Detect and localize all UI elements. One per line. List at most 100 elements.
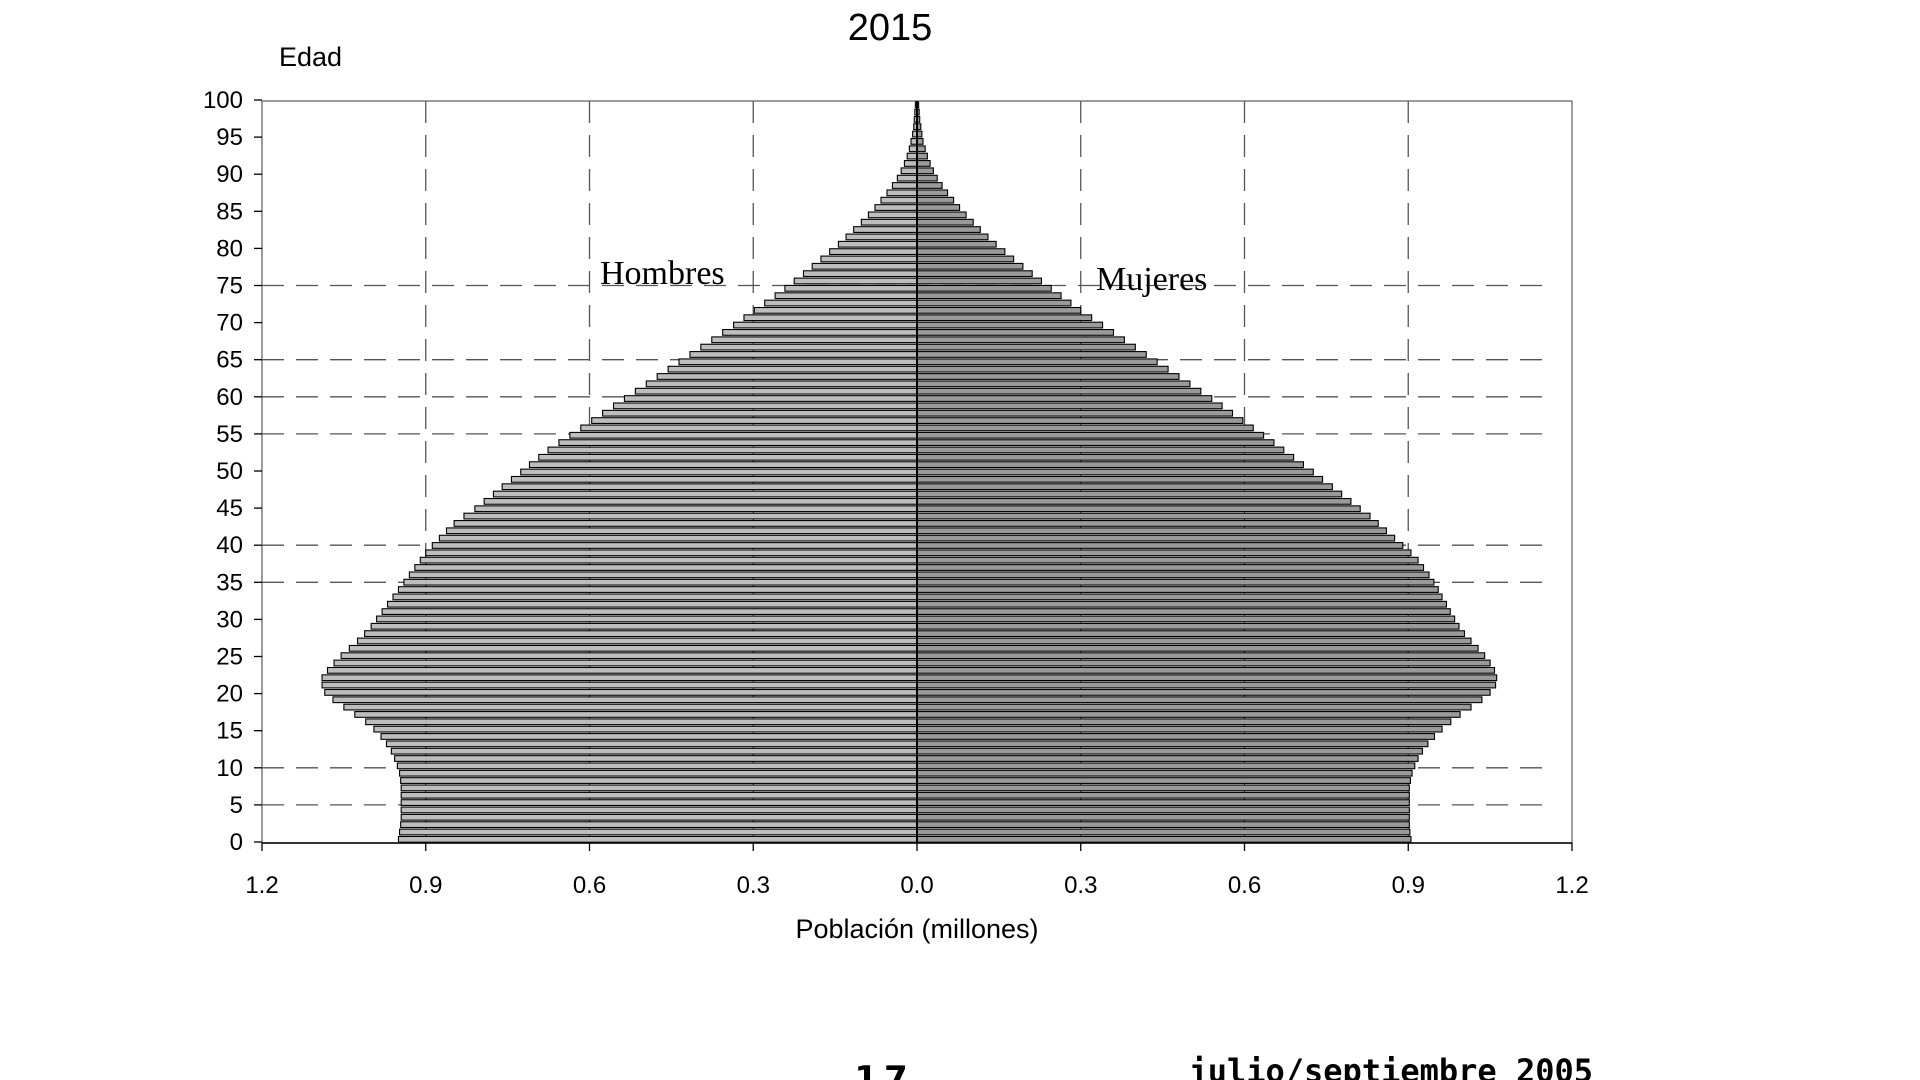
bar-hombres <box>332 696 918 704</box>
bar-mujeres <box>916 615 1456 623</box>
bar-mujeres <box>916 725 1443 733</box>
bar-mujeres <box>916 152 928 160</box>
bar-mujeres <box>916 711 1461 718</box>
bar-mujeres <box>916 270 1033 278</box>
page-number: 17 <box>854 1059 913 1080</box>
bar-hombres <box>667 365 918 373</box>
bar-mujeres <box>916 549 1412 557</box>
bar-mujeres <box>916 564 1425 571</box>
bar-mujeres <box>916 681 1497 689</box>
bar-mujeres <box>916 791 1410 799</box>
bar-mujeres <box>916 630 1466 638</box>
bar-hombres <box>689 351 918 358</box>
y-tick-label: 70 <box>216 310 243 337</box>
bar-hombres <box>880 196 918 204</box>
bar-mujeres <box>916 439 1275 447</box>
bar-mujeres <box>916 218 974 226</box>
bar-mujeres <box>916 431 1265 439</box>
bar-mujeres <box>916 813 1410 821</box>
mujeres-label: Mujeres <box>1096 261 1207 298</box>
bar-mujeres <box>916 505 1361 513</box>
x-axis-title: Población (millones) <box>795 914 1038 944</box>
bar-mujeres <box>916 659 1491 667</box>
bar-mujeres <box>916 365 1169 373</box>
bar-hombres <box>403 578 918 586</box>
bar-hombres <box>612 402 918 410</box>
bar-hombres <box>397 835 918 843</box>
population-tick-labels: 1.2 0.9 0.6 0.3 0.0 0.3 0.6 0.9 1.2 <box>245 843 1589 899</box>
y-axis-title: Edad <box>279 42 342 72</box>
bar-mujeres <box>916 233 989 241</box>
y-tick-label: 20 <box>216 681 243 708</box>
bar-mujeres <box>916 336 1125 344</box>
bar-hombres <box>867 211 918 219</box>
bar-mujeres <box>916 395 1213 402</box>
bar-hombres <box>392 593 918 601</box>
bar-hombres <box>394 755 918 762</box>
bar-hombres <box>483 497 918 505</box>
bar-mujeres <box>916 174 938 182</box>
bar-mujeres <box>916 284 1052 292</box>
y-tick-label: 40 <box>216 532 243 559</box>
bar-mujeres <box>916 475 1324 483</box>
bar-hombres <box>425 549 918 557</box>
bar-hombres <box>602 409 918 417</box>
bar-hombres <box>381 608 918 615</box>
bar-hombres <box>400 784 918 792</box>
bar-mujeres <box>916 189 949 197</box>
bar-hombres <box>891 182 918 189</box>
bar-mujeres <box>916 358 1158 366</box>
bar-mujeres <box>916 461 1305 469</box>
bar-mujeres <box>916 351 1147 358</box>
bar-mujeres <box>916 380 1191 388</box>
bar-mujeres <box>916 578 1435 586</box>
bar-hombres <box>722 329 918 336</box>
bar-hombres <box>874 204 918 211</box>
bar-hombres <box>386 600 918 608</box>
bar-mujeres <box>916 534 1396 542</box>
bar-hombres <box>354 711 918 718</box>
bar-hombres <box>414 564 918 571</box>
bar-mujeres <box>916 262 1024 270</box>
bar-mujeres <box>916 182 943 189</box>
bar-mujeres <box>916 453 1295 461</box>
bar-mujeres <box>916 777 1411 784</box>
bar-mujeres <box>916 417 1244 424</box>
bar-hombres <box>784 284 918 292</box>
bar-hombres <box>326 666 918 674</box>
bar-hombres <box>906 152 918 160</box>
y-tick-label: 50 <box>216 458 243 485</box>
bar-mujeres <box>916 343 1136 351</box>
bar-hombres <box>365 718 918 726</box>
x-tick-label: 0.9 <box>409 872 442 899</box>
bar-mujeres <box>916 314 1093 322</box>
bar-hombres <box>634 387 918 395</box>
bar-hombres <box>908 145 918 153</box>
bar-hombres <box>580 424 918 432</box>
bar-hombres <box>793 277 918 285</box>
bar-mujeres <box>916 542 1404 549</box>
bar-hombres <box>829 248 918 256</box>
bar-mujeres <box>916 299 1072 307</box>
bar-hombres <box>811 262 918 270</box>
bar-hombres <box>373 725 918 733</box>
bar-hombres <box>538 453 918 461</box>
bar-hombres <box>400 777 918 784</box>
x-tick-label: 0.3 <box>1064 872 1097 899</box>
x-tick-label: 1.2 <box>245 872 278 899</box>
bar-mujeres <box>916 490 1343 498</box>
y-tick-label: 95 <box>216 124 243 151</box>
bar-mujeres <box>916 747 1423 755</box>
bar-mujeres <box>916 512 1371 520</box>
bar-mujeres <box>916 329 1115 336</box>
y-tick-label: 75 <box>216 273 243 300</box>
y-tick-label: 35 <box>216 569 243 596</box>
bar-mujeres <box>916 145 926 153</box>
bar-hombres <box>547 446 918 454</box>
bar-hombres <box>558 439 918 447</box>
bar-hombres <box>370 622 918 630</box>
bar-hombres <box>340 652 918 660</box>
bar-hombres <box>711 336 918 344</box>
bar-hombres <box>419 556 918 564</box>
